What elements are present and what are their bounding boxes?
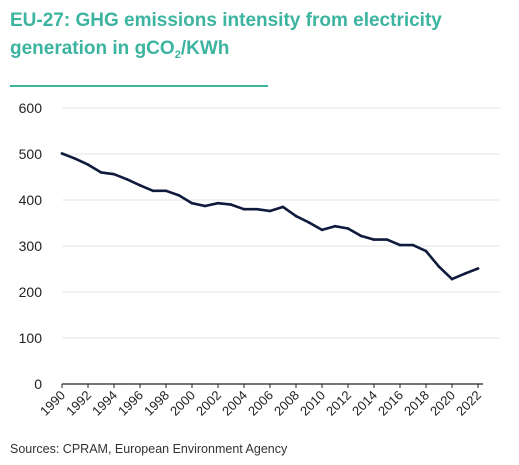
x-tick-label: 2016 [375,388,406,419]
title-underline [10,85,268,87]
data-point-1995 [125,178,129,181]
data-point-1990 [60,152,64,155]
x-tick-label: 2006 [245,388,276,419]
data-point-2008 [294,214,298,218]
data-point-2004 [242,207,246,211]
x-tick-label: 1998 [141,388,172,419]
data-point-2019 [437,265,441,268]
data-point-2003 [229,203,233,206]
x-tick-label: 2018 [401,388,432,419]
x-tick-label: 2022 [453,388,484,419]
data-point-2011 [333,224,337,228]
data-point-2009 [307,221,311,224]
data-point-2010 [320,228,324,232]
x-tick-label: 2020 [427,388,458,419]
x-axis: 1990199219941996199820002002200420062008… [37,383,484,419]
data-point-2006 [268,209,272,213]
data-point-2012 [346,227,350,230]
data-point-2015 [385,238,389,241]
x-tick-label: 1994 [89,388,120,419]
x-tick-label: 2014 [349,388,380,419]
data-point-2007 [281,205,285,209]
y-tick-label: 400 [19,192,43,208]
series-layer [60,152,480,281]
title-subscript: 2 [174,49,181,61]
x-tick-label: 2000 [167,388,198,419]
series-line-0 [60,152,480,281]
data-point-2018 [424,249,428,253]
x-tick-label: 1992 [63,388,94,419]
gridlines [62,107,500,339]
y-tick-label: 500 [19,146,43,162]
y-tick-label: 300 [19,238,43,254]
data-point-1993 [99,171,103,174]
source-note: Sources: CPRAM, European Environment Age… [10,442,288,456]
data-point-2016 [398,243,402,247]
x-tick-label: 2010 [297,388,328,419]
line-chart: 0 100 200 300 400 500 600 19901992199419961998… [19,100,500,419]
y-tick-label: 600 [19,100,43,116]
data-point-1996 [138,184,142,187]
data-point-2002 [216,201,220,205]
data-point-1991 [73,157,77,160]
data-point-1994 [112,172,116,176]
y-tick-label: 100 [19,330,43,346]
data-point-2020 [450,277,454,281]
data-point-2013 [359,234,363,238]
y-tick-label: 0 [34,376,42,392]
y-axis-ticks: 0 100 200 300 400 500 600 [19,100,43,392]
x-tick-label: 2004 [219,388,250,419]
data-point-2017 [411,243,415,247]
data-point-2000 [190,201,194,205]
data-point-2001 [203,204,207,208]
data-point-1992 [86,163,90,166]
data-point-2022 [476,267,480,270]
data-point-2005 [255,207,259,211]
x-tick-label: 1990 [37,388,68,419]
data-point-1997 [151,189,155,193]
x-tick-label: 2008 [271,388,302,419]
data-point-1998 [164,189,168,193]
title-text: EU-27: GHG emissions intensity from elec… [10,10,442,59]
x-tick-label: 2012 [323,388,354,419]
data-point-2014 [372,238,376,241]
title-unit: /KWh [180,38,230,59]
chart-title: EU-27: GHG emissions intensity from elec… [10,7,510,69]
x-tick-label: 2002 [193,388,224,419]
y-tick-label: 200 [19,284,43,300]
data-point-1999 [177,194,181,197]
data-point-2021 [463,272,467,275]
x-tick-label: 1996 [115,388,146,419]
